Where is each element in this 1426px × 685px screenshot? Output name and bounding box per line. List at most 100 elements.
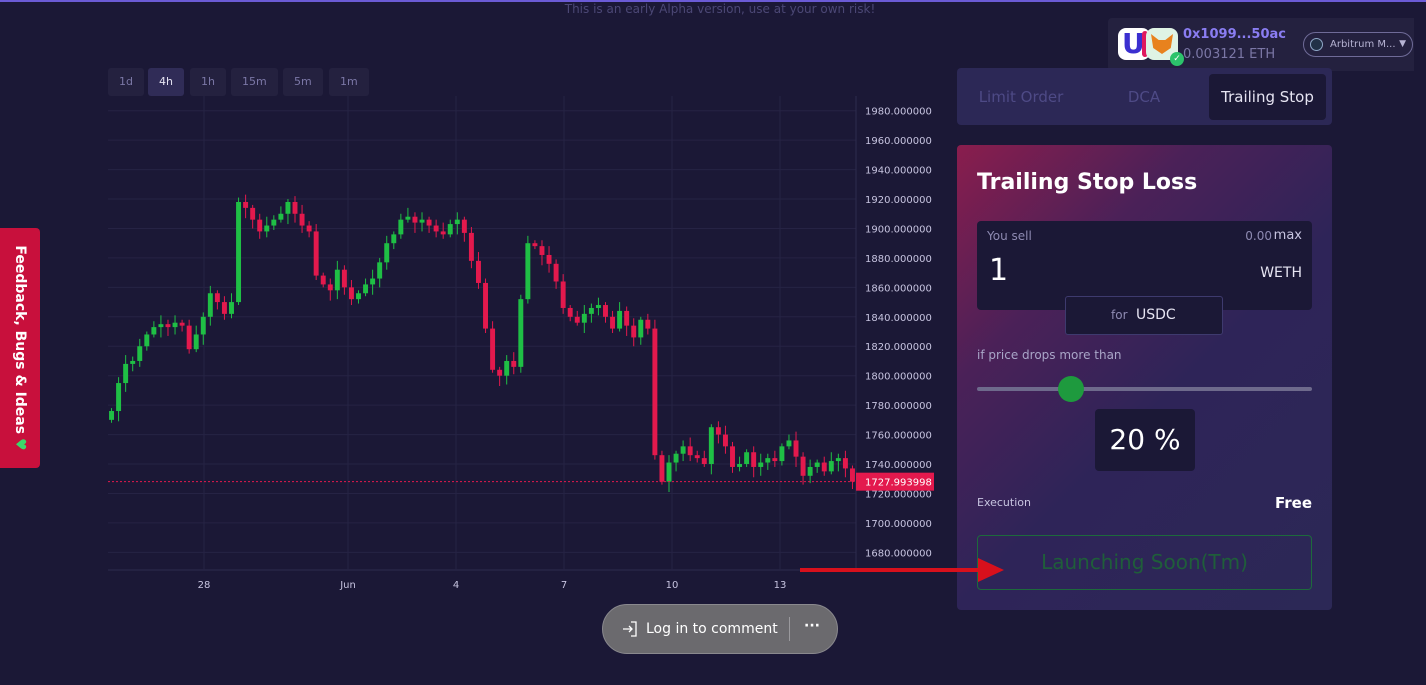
- candle-body: [744, 452, 750, 465]
- x-tick-label: 28: [198, 580, 211, 591]
- x-tick-label: Jun: [339, 580, 356, 591]
- y-tick-label: 1720.000000: [865, 489, 932, 500]
- y-tick-label: 1900.000000: [865, 224, 932, 235]
- candle-body: [476, 260, 481, 283]
- y-tick-label: 1740.000000: [865, 460, 932, 471]
- candle-body: [433, 225, 439, 232]
- candle-body: [603, 305, 608, 317]
- sell-amount-input[interactable]: 1: [989, 253, 1009, 288]
- chart-y-axis: 1980.000000 1960.000000 1940.000000 1920.00…: [865, 107, 932, 560]
- y-tick-label: 1840.000000: [865, 313, 932, 324]
- candle-body: [560, 281, 566, 308]
- execution-label: Execution: [977, 496, 1031, 509]
- candle-body: [313, 231, 319, 276]
- timeframe-5m[interactable]: 5m: [283, 68, 323, 96]
- x-tick-label: 7: [561, 580, 567, 591]
- timeframe-1d[interactable]: 1d: [108, 68, 144, 96]
- metamask-fox-icon: ✓: [1146, 28, 1184, 66]
- y-tick-label: 1700.000000: [865, 519, 932, 530]
- y-tick-label: 1920.000000: [865, 195, 932, 206]
- order-type-tabs: Limit Order DCA Trailing Stop: [957, 68, 1332, 125]
- x-tick-label: 4: [453, 580, 459, 591]
- x-tick-label: 10: [666, 580, 679, 591]
- candle-body: [588, 307, 594, 314]
- candle-body: [229, 302, 234, 314]
- candle-body: [116, 383, 122, 412]
- more-options-icon[interactable]: ···: [804, 618, 820, 634]
- max-button[interactable]: max: [1273, 228, 1302, 243]
- candle-body: [200, 316, 206, 335]
- candle-body: [737, 464, 743, 467]
- candle-body: [715, 427, 721, 435]
- candle-body: [793, 440, 799, 457]
- chart-x-axis: 28 Jun 4 7 10 13: [198, 580, 787, 591]
- timeframe-15m[interactable]: 15m: [231, 68, 278, 96]
- login-to-comment-button[interactable]: Log in to comment: [646, 621, 778, 637]
- candle-body: [243, 201, 249, 208]
- network-selector[interactable]: Arbitrum M... ▼: [1303, 32, 1413, 57]
- candle-body: [144, 334, 150, 347]
- feedback-label: Feedback, Bugs & Ideas♥: [12, 245, 28, 451]
- divider: [789, 617, 790, 641]
- candle-body: [440, 231, 446, 235]
- candle-body: [426, 219, 432, 226]
- red-arrow-head: [978, 558, 1004, 582]
- timeframe-1h[interactable]: 1h: [190, 68, 226, 96]
- tab-dca[interactable]: DCA: [1127, 88, 1161, 106]
- candle-body: [193, 334, 199, 350]
- candle-body: [490, 328, 496, 370]
- chart-grid: [108, 96, 857, 571]
- candle-body: [574, 316, 580, 323]
- candle-body: [186, 325, 192, 350]
- top-accent-line: [0, 0, 1426, 2]
- candle-body: [214, 293, 220, 303]
- candle-body: [722, 434, 728, 447]
- wallet-address[interactable]: 0x1099...50ac: [1183, 27, 1286, 42]
- candle-body: [850, 468, 855, 482]
- tab-trailing-stop[interactable]: Trailing Stop: [1209, 74, 1326, 120]
- candle-body: [758, 462, 764, 467]
- candle-body: [271, 219, 277, 226]
- candle-body: [391, 234, 397, 244]
- sell-box: You sell 0.00 max 1 WETH: [977, 221, 1312, 310]
- candle-body: [278, 213, 284, 220]
- tab-limit-order[interactable]: Limit Order: [978, 88, 1064, 106]
- candle-body: [257, 219, 263, 232]
- price-drop-percent[interactable]: 20 %: [1095, 409, 1195, 471]
- candle-body: [123, 363, 129, 384]
- comment-bar[interactable]: Log in to comment ···: [602, 604, 838, 654]
- candle-body: [405, 216, 411, 220]
- candle-body: [631, 325, 637, 338]
- price-chart[interactable]: 1980.000000 1960.000000 1940.000000 1920.00…: [108, 96, 938, 596]
- candle-body: [779, 446, 785, 462]
- price-drop-slider[interactable]: [977, 376, 1312, 402]
- candle-body: [772, 458, 778, 462]
- feedback-tab[interactable]: Feedback, Bugs & Ideas♥: [0, 228, 40, 468]
- candle-body: [264, 225, 270, 232]
- candle-body: [130, 360, 136, 364]
- candle-body: [179, 322, 185, 326]
- candle-body: [828, 461, 834, 472]
- candle-body: [525, 243, 531, 300]
- candle-body: [370, 278, 376, 285]
- candle-body: [172, 322, 178, 328]
- timeframe-4h[interactable]: 4h: [148, 68, 184, 96]
- launch-button[interactable]: Launching Soon(Tm): [977, 535, 1312, 590]
- candle-body: [730, 446, 735, 467]
- candle-body: [701, 458, 707, 465]
- candle-body: [638, 319, 644, 338]
- sell-token-selector[interactable]: WETH: [1260, 265, 1302, 281]
- candle-body: [483, 282, 488, 329]
- candle-body: [835, 458, 841, 462]
- wallet-panel[interactable]: U ✓ 0x1099...50ac 0.003121 ETH Arbitrum …: [1108, 18, 1414, 71]
- for-label: for: [1111, 308, 1128, 322]
- y-tick-label: 1680.000000: [865, 548, 932, 559]
- slider-thumb[interactable]: [1057, 376, 1084, 402]
- buy-token-selector[interactable]: for USDC: [1065, 296, 1223, 335]
- candle-body: [419, 219, 425, 223]
- candle-body: [765, 458, 771, 463]
- candle-body: [356, 293, 361, 300]
- candle-body: [751, 452, 757, 467]
- timeframe-1m[interactable]: 1m: [329, 68, 369, 96]
- wallet-balance: 0.003121 ETH: [1183, 47, 1276, 62]
